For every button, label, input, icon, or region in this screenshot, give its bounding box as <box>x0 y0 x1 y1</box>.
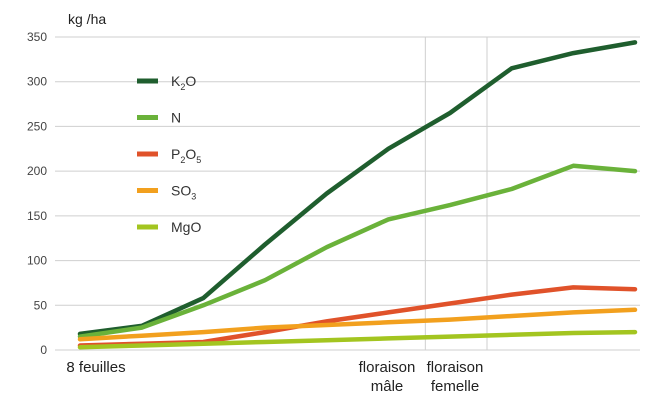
legend-label-p2o5: P2O5 <box>171 146 201 165</box>
series-line-k2o <box>77 40 638 337</box>
x-category-label: floraison <box>359 359 416 376</box>
y-tick-labels: 0 50 100 150 200 250 300 350 <box>27 30 47 357</box>
y-axis-label: kg /ha <box>68 11 106 27</box>
y-tick-label: 250 <box>27 119 47 133</box>
x-category-label: 8 feuilles <box>66 359 125 376</box>
legend-label-n: N <box>171 110 181 126</box>
x-category-labels: 8 feuilles floraison mâle floraison femelle <box>66 359 483 395</box>
y-tick-label: 150 <box>27 209 47 223</box>
legend-label-k2o: K2O <box>171 73 196 92</box>
series-layer <box>77 40 638 350</box>
y-tick-label: 50 <box>34 298 48 312</box>
legend: K2O N P2O5 SO3 MgO <box>137 73 201 235</box>
x-category-label: mâle <box>371 378 404 395</box>
grid-layer <box>55 36 640 351</box>
y-tick-label: 0 <box>40 343 47 357</box>
series-line-n <box>77 163 638 339</box>
y-tick-label: 300 <box>27 75 47 89</box>
x-category-label: femelle <box>431 378 479 395</box>
series-line-mgo <box>77 329 638 350</box>
y-tick-label: 200 <box>27 164 47 178</box>
legend-label-so3: SO3 <box>171 183 196 202</box>
x-category-label: floraison <box>427 359 484 376</box>
legend-label-mgo: MgO <box>171 219 201 235</box>
series-line-so3 <box>77 307 638 342</box>
y-tick-label: 100 <box>27 254 47 268</box>
y-tick-label: 350 <box>27 30 47 44</box>
